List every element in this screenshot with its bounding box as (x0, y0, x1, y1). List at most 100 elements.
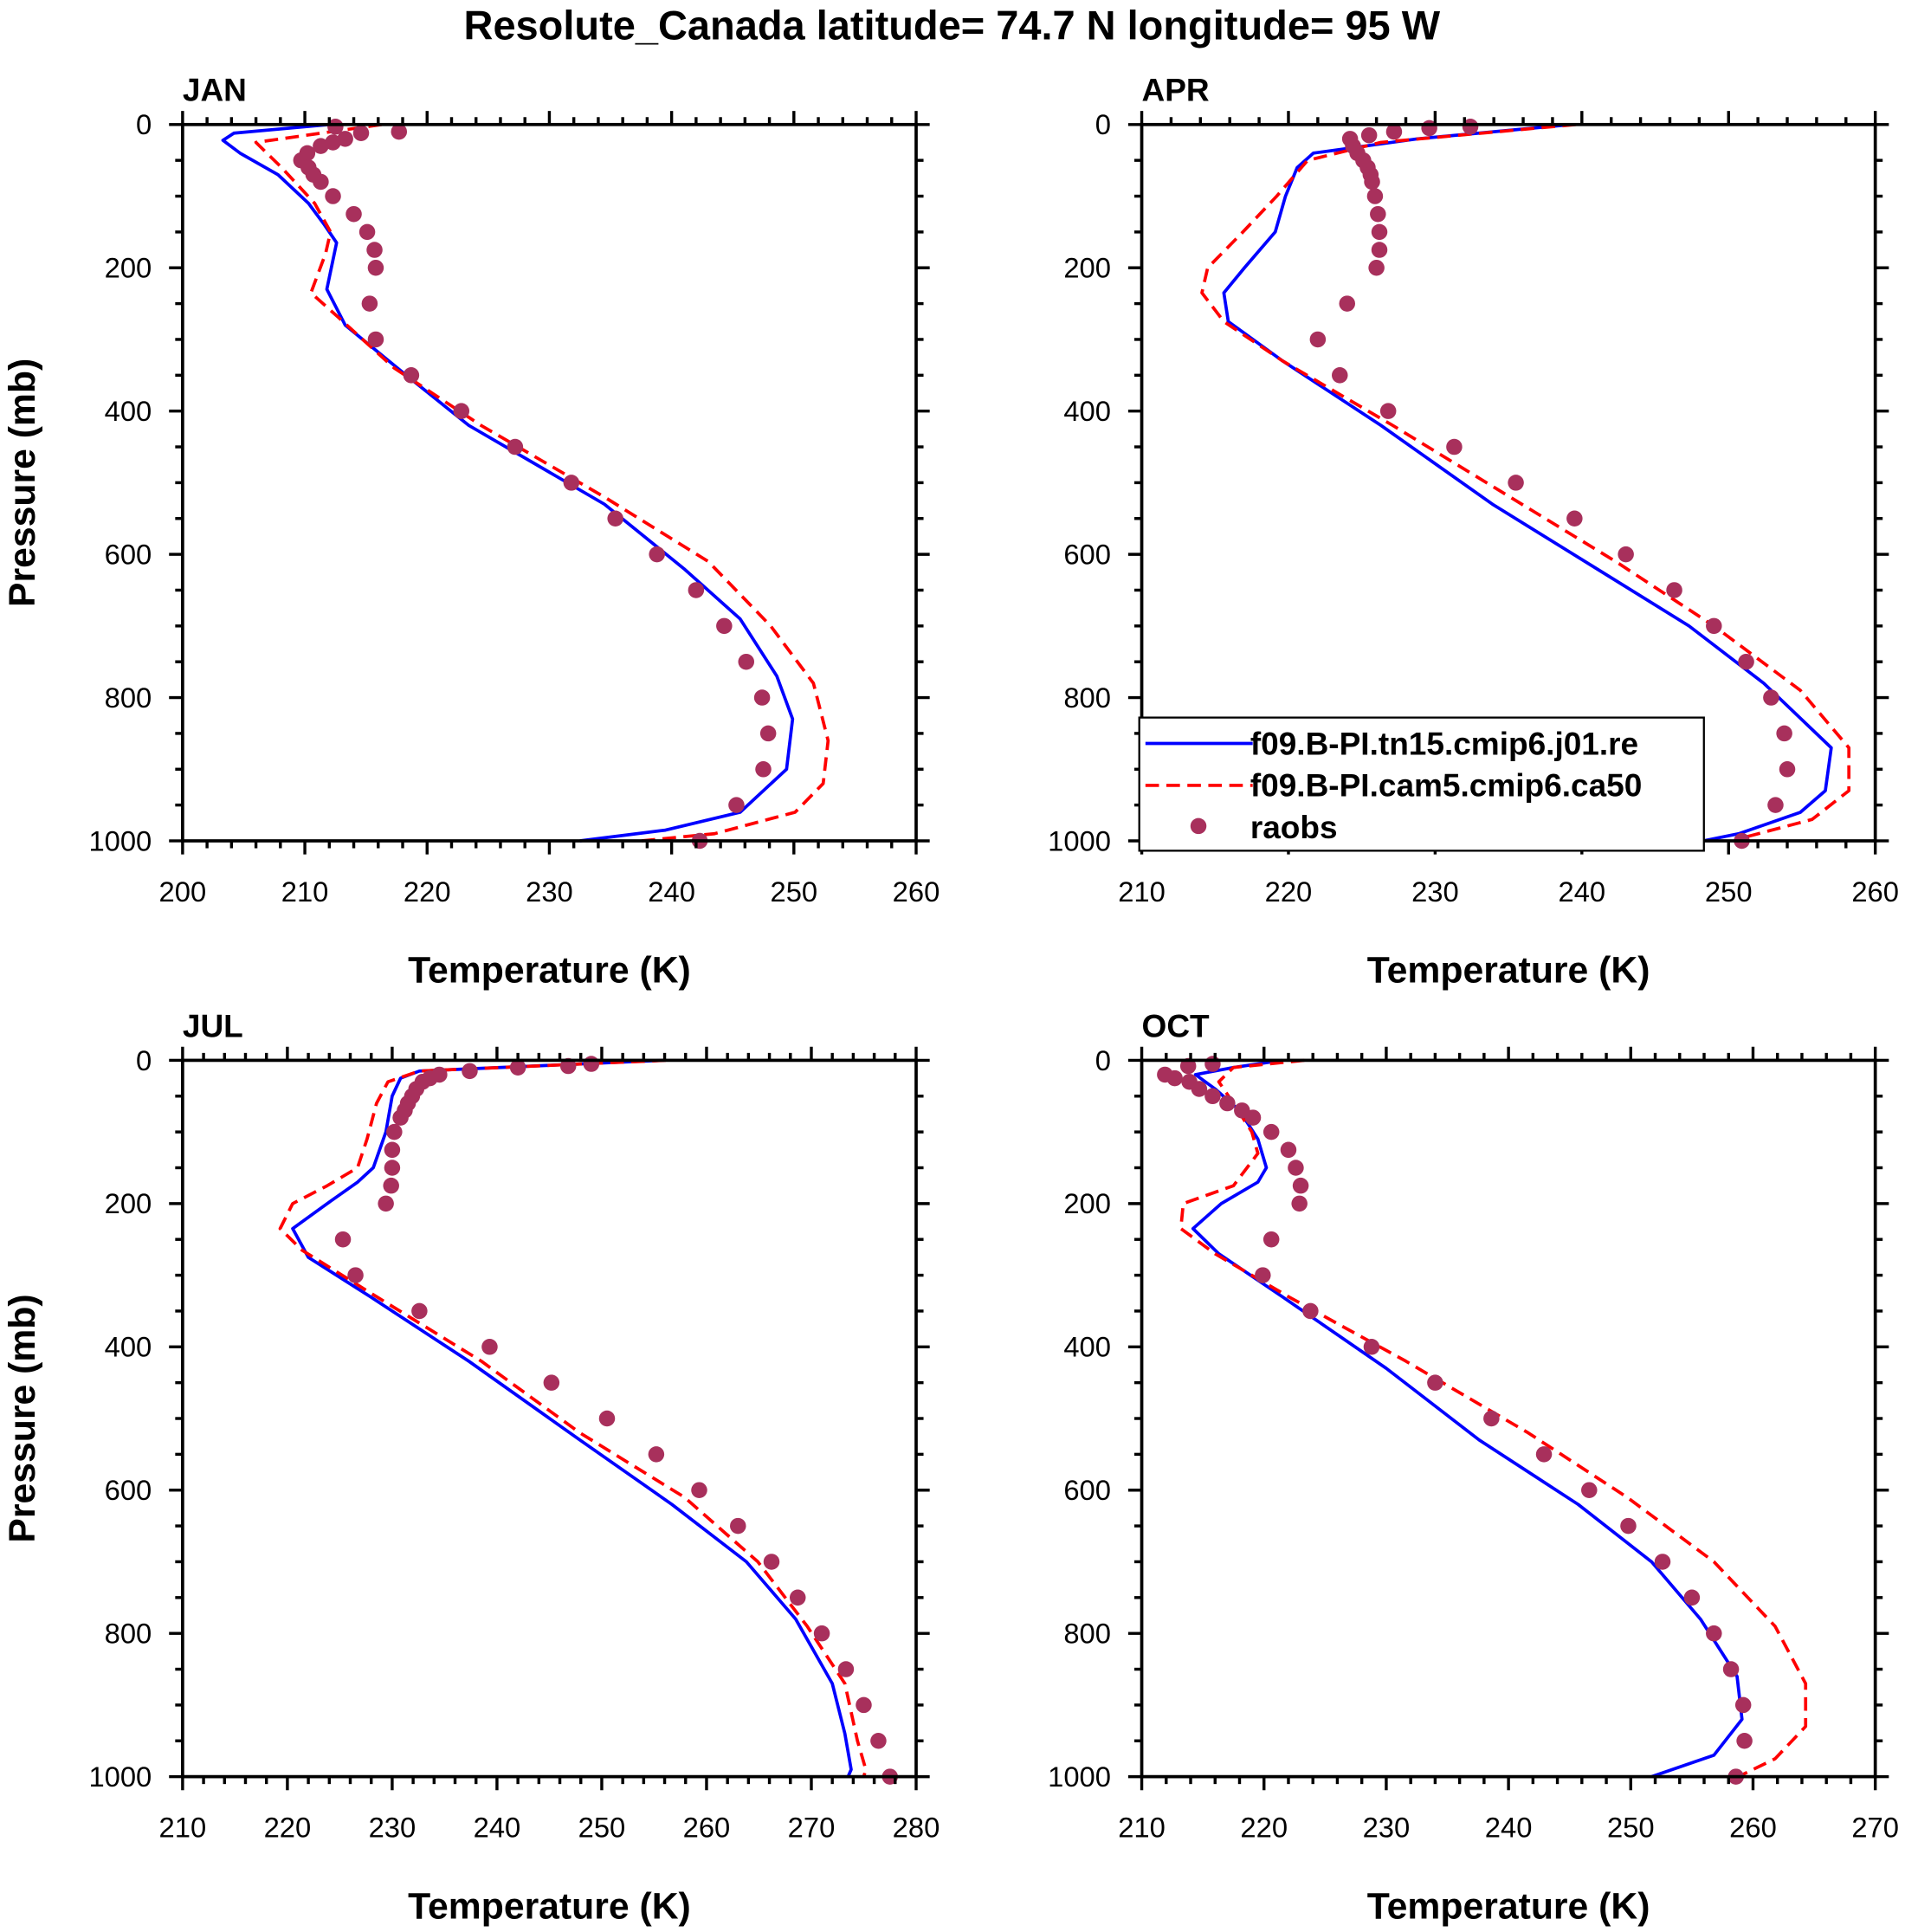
raobs-point (1535, 1446, 1553, 1463)
raobs-point (1706, 1625, 1722, 1642)
raobs-point (327, 119, 344, 135)
panel-title: JUL (183, 1007, 243, 1044)
raobs-point (1280, 1141, 1297, 1159)
series-cam5-line (278, 1058, 868, 1778)
y-tick-label: 0 (1095, 1044, 1111, 1076)
raobs-point (1462, 119, 1479, 135)
x-tick-label: 220 (264, 1811, 312, 1843)
x-axis-title: Temperature (K) (1367, 1885, 1650, 1927)
y-tick-label: 1000 (1048, 824, 1111, 856)
x-axis-title: Temperature (K) (1367, 950, 1650, 992)
x-tick-label: 260 (1729, 1811, 1777, 1843)
series-tn15-line (291, 1058, 853, 1778)
raobs-point (1776, 725, 1792, 742)
raobs-point (563, 475, 580, 491)
raobs-point (1302, 1302, 1319, 1320)
raobs-point (334, 1231, 352, 1248)
legend-label: f09.B-PI.cam5.cmip6.ca50 (1250, 767, 1642, 804)
y-tick-label: 200 (1063, 252, 1111, 284)
raobs-point (1219, 1095, 1236, 1112)
y-tick-label: 0 (1095, 108, 1111, 140)
x-tick-label: 210 (1118, 1811, 1166, 1843)
raobs-point (738, 653, 755, 670)
raobs-point (358, 223, 376, 241)
plot-frame (181, 122, 918, 843)
raobs-point (386, 1123, 403, 1140)
raobs-point (1191, 1081, 1208, 1097)
raobs-point (1366, 188, 1384, 204)
series-cam5-line (254, 122, 830, 843)
raobs-point (337, 131, 353, 147)
raobs-point (1736, 1732, 1753, 1749)
raobs-point (759, 725, 777, 742)
raobs-point (1683, 1589, 1701, 1606)
y-tick-label: 400 (105, 1331, 152, 1363)
raobs-point (1371, 242, 1388, 258)
x-tick-label: 230 (369, 1811, 417, 1843)
raobs-point (383, 1177, 399, 1194)
x-tick-label: 230 (526, 876, 573, 908)
raobs-point (1446, 438, 1463, 456)
x-tick-label: 240 (1559, 876, 1606, 908)
y-axis-title: Pressure (mb) (2, 359, 43, 607)
panel-title: OCT (1142, 1007, 1211, 1044)
series-tn15-line (221, 122, 795, 843)
raobs-point (559, 1057, 577, 1075)
raobs-point (384, 1141, 401, 1159)
panel-apr: APR 210 220 230 240 250 260 0 200 400 600 800 1000 Te… (1048, 72, 1899, 992)
raobs-point (366, 242, 383, 258)
raobs-point (837, 1661, 855, 1677)
x-tick-label: 250 (1607, 1811, 1655, 1843)
raobs-point (507, 438, 524, 456)
x-tick-label: 260 (893, 876, 940, 908)
raobs-point (1262, 1123, 1280, 1140)
x-tick-label: 250 (1705, 876, 1753, 908)
plot-frame (1140, 1058, 1877, 1779)
raobs-point (313, 138, 329, 154)
series-raobs (293, 119, 777, 850)
raobs-point (1618, 546, 1634, 563)
x-tick-label: 260 (683, 1811, 731, 1843)
figure-title: Resolute_Canada latitude= 74.7 N longitu… (464, 3, 1441, 48)
raobs-point (1379, 403, 1397, 419)
raobs-point (347, 1267, 364, 1283)
raobs-point (1332, 367, 1348, 384)
raobs-point (1370, 205, 1386, 223)
raobs-point (361, 295, 378, 312)
raobs-point (313, 173, 329, 191)
raobs-point (1288, 1160, 1304, 1176)
raobs-point (1566, 510, 1583, 527)
y-tick-label: 400 (1063, 1331, 1111, 1363)
raobs-point (1291, 1195, 1308, 1212)
y-tick-label: 1000 (88, 824, 152, 856)
raobs-point (1508, 475, 1524, 491)
raobs-point (583, 1056, 600, 1072)
raobs-point (352, 125, 370, 141)
x-tick-label: 220 (1240, 1811, 1288, 1843)
raobs-point (1244, 1109, 1262, 1126)
raobs-point (730, 1517, 746, 1535)
x-tick-label: 230 (1411, 876, 1459, 908)
raobs-point (763, 1554, 780, 1570)
y-tick-label: 800 (1063, 1618, 1111, 1650)
legend-label: f09.B-PI.tn15.cmip6.j01.re (1250, 725, 1638, 761)
y-tick-label: 400 (105, 395, 152, 427)
legend-marker-raobs (1190, 817, 1207, 835)
series-tn15-line (1222, 122, 1833, 846)
x-tick-label: 260 (1851, 876, 1899, 908)
y-tick-label: 600 (1063, 539, 1111, 571)
raobs-point (462, 1063, 478, 1080)
raobs-point (813, 1625, 830, 1642)
raobs-point (1763, 689, 1779, 706)
x-tick-label: 240 (474, 1811, 521, 1843)
raobs-point (728, 797, 745, 813)
raobs-point (1364, 173, 1380, 191)
x-tick-label: 240 (1485, 1811, 1533, 1843)
raobs-point (1368, 259, 1385, 276)
raobs-point (688, 582, 705, 598)
panel-title: APR (1142, 72, 1210, 108)
y-tick-label: 600 (105, 1474, 152, 1506)
raobs-point (753, 689, 771, 706)
x-tick-label: 210 (1118, 876, 1166, 908)
